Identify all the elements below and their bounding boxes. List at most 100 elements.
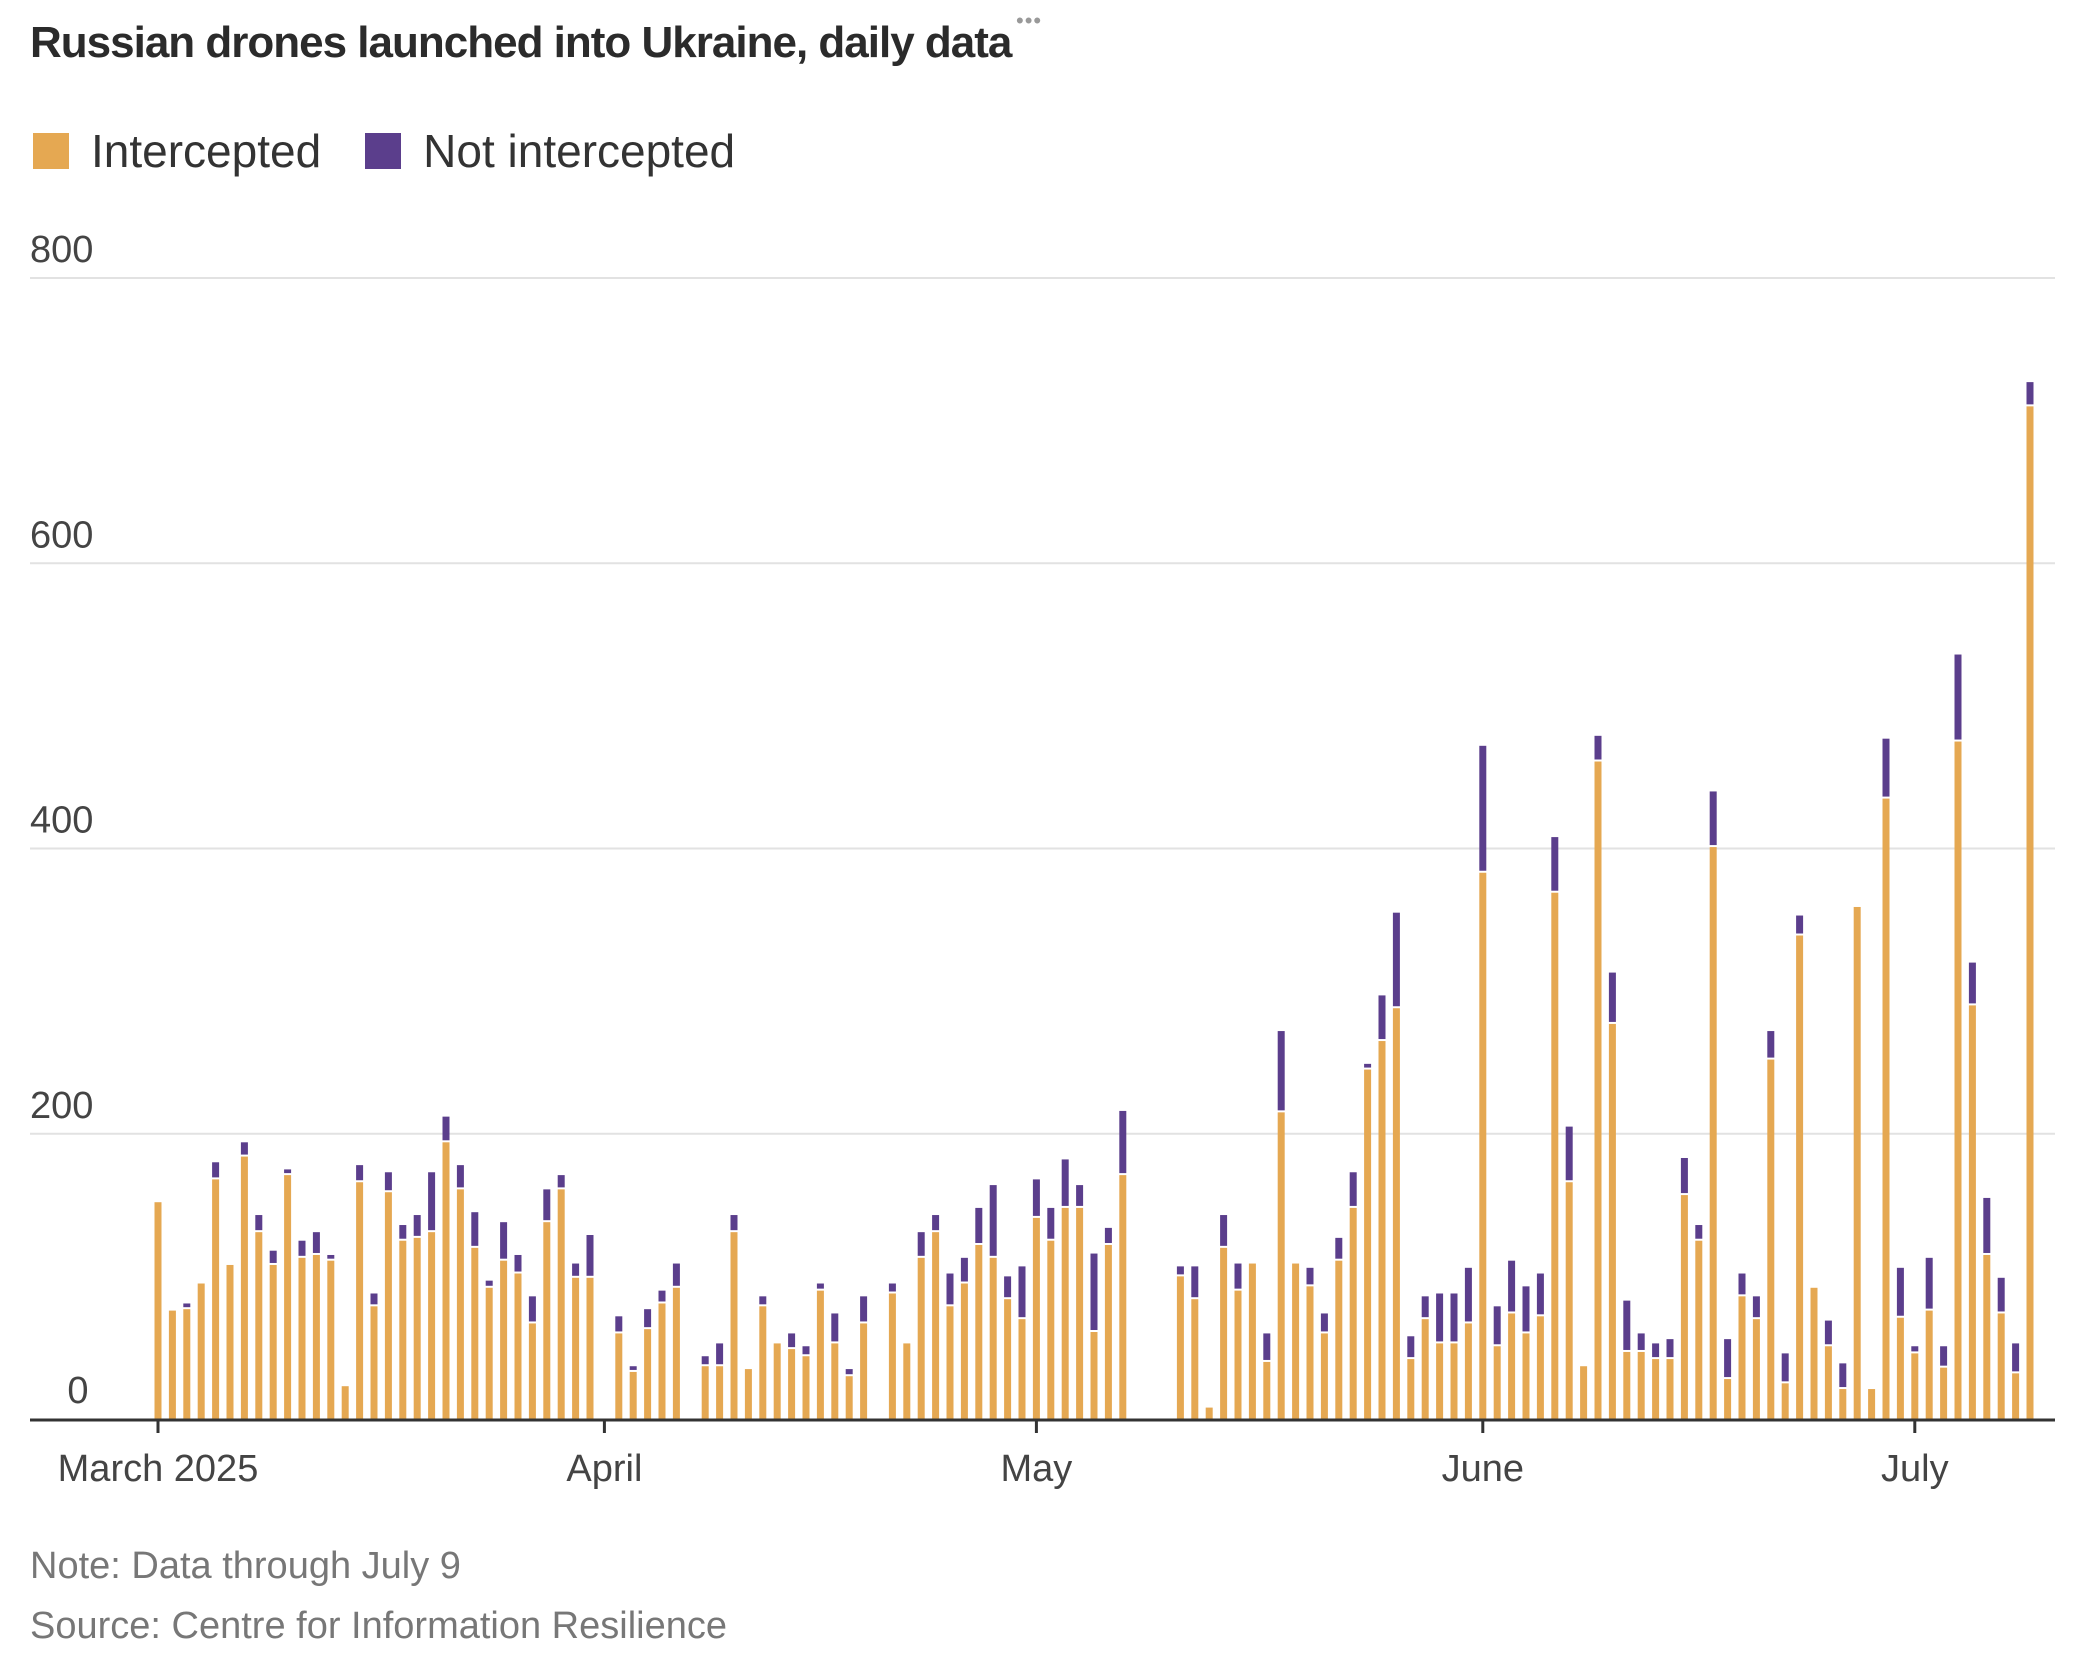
bar-intercepted [1680,1195,1688,1419]
chart-area: 0 200 400 600 800 March 2025 April May June July [30,229,2055,1490]
bar-intercepted [1666,1359,1674,1419]
bar-not-intercepted [442,1116,450,1141]
bar-intercepted [226,1264,234,1419]
legend-label-not-intercepted: Not intercepted [423,125,736,177]
bar-intercepted [1709,847,1717,1419]
bar-intercepted [485,1287,493,1419]
bar-not-intercepted [1335,1237,1343,1259]
bar-not-intercepted [845,1369,853,1375]
bar-intercepted [1392,1008,1400,1419]
bar-intercepted [1954,741,1962,1419]
bar-intercepted [1983,1254,1991,1419]
y-tick-label-800: 800 [30,229,93,271]
bar-intercepted [1695,1240,1703,1419]
bar-not-intercepted [298,1240,306,1256]
bar-intercepted [1104,1244,1112,1419]
bar-intercepted [197,1283,205,1419]
bar-intercepted [2012,1373,2020,1419]
bar-not-intercepted [1061,1159,1069,1206]
bar-not-intercepted [1320,1313,1328,1332]
bar-not-intercepted [1954,654,1962,740]
bar-not-intercepted [399,1225,407,1239]
bar-intercepted [1205,1407,1213,1419]
bar-not-intercepted [1004,1276,1012,1298]
bar-not-intercepted [1997,1277,2005,1312]
bar-intercepted [960,1283,968,1419]
source-text: Source: Centre for Information Resilienc… [30,1605,727,1647]
bar-intercepted [1853,906,1861,1419]
bar-not-intercepted [1608,972,1616,1022]
bar-intercepted [1464,1323,1472,1419]
bar-intercepted [1061,1207,1069,1419]
bar-not-intercepted [1018,1266,1026,1318]
bar-not-intercepted [1738,1273,1746,1295]
bar-intercepted [1508,1313,1516,1419]
bar-intercepted [845,1376,853,1419]
bar-not-intercepted [701,1356,709,1365]
bar-not-intercepted [888,1283,896,1292]
bar-intercepted [327,1260,335,1419]
bar-not-intercepted [528,1296,536,1322]
bar-not-intercepted [255,1215,263,1231]
bar-intercepted [716,1366,724,1419]
bar-intercepted [2026,406,2034,1419]
bar-not-intercepted [1047,1207,1055,1239]
bar-not-intercepted [1176,1266,1184,1275]
bar-not-intercepted [1983,1197,1991,1253]
bar-intercepted [932,1232,940,1419]
bar-intercepted [1738,1296,1746,1419]
x-tick-label: June [1442,1448,1524,1490]
bar-intercepted [428,1232,436,1419]
bar-intercepted [629,1371,637,1419]
bar-intercepted [975,1244,983,1419]
bar-intercepted [471,1247,479,1419]
bar-not-intercepted [658,1290,666,1302]
bar-intercepted [1320,1333,1328,1419]
bar-intercepted [1781,1383,1789,1419]
bar-intercepted [1796,935,1804,1419]
bar-not-intercepted [327,1254,335,1259]
bar-not-intercepted [356,1165,364,1181]
bar-not-intercepted [1940,1346,1948,1366]
bar-not-intercepted [644,1309,652,1328]
bar-intercepted [1652,1359,1660,1419]
bar-intercepted [384,1192,392,1419]
bar-intercepted [413,1237,421,1419]
bar-intercepted [672,1287,680,1419]
bar-intercepted [341,1386,349,1419]
x-tick-label: March 2025 [58,1448,259,1490]
bar-intercepted [831,1343,839,1419]
y-tick-label-400: 400 [30,800,93,842]
bar-not-intercepted [831,1313,839,1342]
bar-intercepted [1364,1069,1372,1419]
bar-not-intercepted [413,1215,421,1236]
bar-intercepted [730,1232,738,1419]
bar-intercepted [442,1142,450,1419]
bar-not-intercepted [543,1189,551,1221]
bar-not-intercepted [1781,1353,1789,1382]
bar-intercepted [212,1179,220,1419]
bar-intercepted [816,1290,824,1419]
bar-intercepted [543,1222,551,1419]
bar-not-intercepted [716,1343,724,1365]
more-dots-icon[interactable]: ••• [1016,8,1043,33]
bar-not-intercepted [788,1333,796,1348]
bar-intercepted [1263,1361,1271,1419]
bar-not-intercepted [428,1172,436,1231]
bar-not-intercepted [485,1280,493,1286]
bar-intercepted [557,1189,565,1419]
bar-not-intercepted [816,1283,824,1289]
bar-not-intercepted [975,1207,983,1243]
bar-intercepted [1349,1207,1357,1419]
bar-not-intercepted [1594,735,1602,760]
bar-intercepted [1565,1182,1573,1419]
bar-intercepted [269,1264,277,1419]
bar-intercepted [456,1189,464,1419]
bar-intercepted [1522,1333,1530,1419]
bar-not-intercepted [672,1263,680,1286]
bar-intercepted [572,1277,580,1419]
bar-intercepted [1968,1005,1976,1419]
bar-intercepted [1479,872,1487,1419]
bar-not-intercepted [1119,1110,1127,1174]
x-axis-ticks: March 2025 April May June July [58,1419,1949,1490]
